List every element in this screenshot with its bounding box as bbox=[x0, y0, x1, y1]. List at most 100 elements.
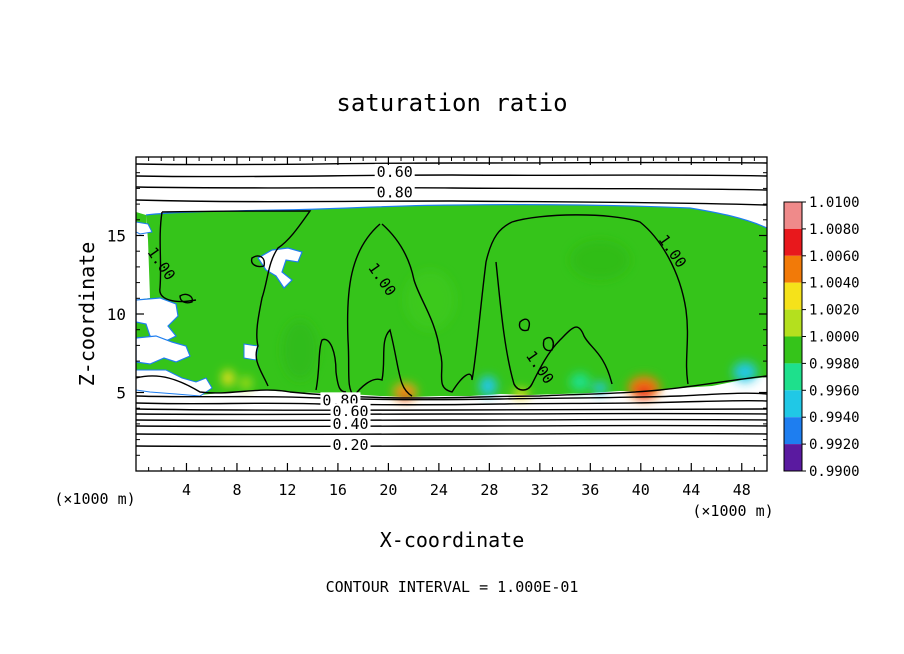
contour-label-bg bbox=[330, 403, 371, 418]
x-tick-label: 48 bbox=[733, 481, 751, 499]
contour-1.00-left-cloud bbox=[159, 210, 312, 387]
colorbar-swatch bbox=[784, 363, 802, 391]
contour-1.00-right bbox=[511, 214, 689, 385]
y-tick-label: 10 bbox=[107, 305, 126, 324]
x-unit-label-right: (×1000 m) bbox=[692, 502, 773, 520]
contour-1.00-right-inner bbox=[495, 261, 613, 391]
x-tick-label: 20 bbox=[379, 481, 397, 499]
colorbar-tick-label: 1.0060 bbox=[809, 249, 860, 265]
colorbar-swatch bbox=[784, 255, 802, 283]
y-tick-label: 5 bbox=[116, 384, 126, 403]
colorbar-swatch bbox=[784, 202, 802, 229]
x-tick-label: 24 bbox=[430, 481, 448, 499]
colorbar-swatch bbox=[784, 444, 802, 471]
colorbar-tick-label: 0.9960 bbox=[809, 383, 860, 399]
contour-label-text: 0.60 bbox=[377, 163, 413, 181]
contour-1.00-left-tail bbox=[315, 338, 347, 393]
contour-label-bg bbox=[330, 437, 371, 452]
warm-x9 bbox=[240, 377, 252, 389]
colorbar-swatch bbox=[784, 228, 802, 256]
colorbar-tick-label: 1.0000 bbox=[809, 330, 860, 346]
contour-label: 0.60 bbox=[374, 163, 415, 181]
x-tick-label: 4 bbox=[182, 481, 191, 499]
dry-pocket-1 bbox=[257, 247, 303, 289]
dry-pocket-3 bbox=[136, 335, 191, 365]
mottle-2 bbox=[405, 270, 455, 330]
y-axis-label: Z-coordinate bbox=[75, 242, 99, 387]
dry-pocket-6 bbox=[136, 221, 153, 235]
x-tick-label: 16 bbox=[329, 481, 347, 499]
contour-label-bg bbox=[330, 415, 371, 430]
contour-island-3 bbox=[542, 336, 554, 352]
x-tick-label: 40 bbox=[632, 481, 650, 499]
contour-label-text: 0.20 bbox=[332, 436, 368, 454]
x-tick-label: 12 bbox=[278, 481, 296, 499]
contour-label-text: 0.80 bbox=[377, 183, 413, 201]
saturation-field bbox=[136, 204, 767, 401]
colorbar-tick-label: 1.0040 bbox=[809, 276, 860, 292]
coldspot-x27 bbox=[479, 376, 497, 396]
x-tick-label: 28 bbox=[480, 481, 498, 499]
colorbar-tick-label: 1.0100 bbox=[809, 195, 860, 211]
contour-0.60 bbox=[136, 161, 767, 166]
chart-title: saturation ratio bbox=[336, 89, 567, 117]
contour-boundary-wiggle bbox=[136, 375, 767, 399]
dry-pocket-2 bbox=[136, 297, 179, 343]
x-unit-label-left: (×1000 m) bbox=[54, 490, 135, 508]
contour-island-1 bbox=[250, 255, 266, 268]
contour-0.50-low bbox=[136, 418, 767, 422]
contour-0.70 bbox=[136, 174, 767, 178]
contour-1.00-fold-1 bbox=[346, 223, 413, 398]
contour-island-4 bbox=[179, 293, 193, 304]
contour-interval-note: CONTOUR INTERVAL = 1.000E-01 bbox=[326, 578, 579, 596]
x-axis: 4 8 12 16 20 24 28 32 36 40 44 48 bbox=[148, 157, 755, 499]
contour-0.30-low bbox=[136, 432, 767, 436]
contour-label-text: 0.60 bbox=[332, 402, 368, 420]
contour-label: 0.20 bbox=[330, 436, 371, 454]
contour-label-text: 0.40 bbox=[332, 415, 368, 433]
x-tick-label: 32 bbox=[531, 481, 549, 499]
contour-0.20-low bbox=[136, 444, 767, 448]
x-axis-label: X-coordinate bbox=[380, 528, 525, 552]
colorbar-tick-label: 1.0080 bbox=[809, 222, 860, 238]
contour-label: 0.40 bbox=[330, 415, 371, 433]
coldspot-x35 bbox=[570, 373, 590, 391]
colorbar-swatch bbox=[784, 309, 802, 337]
contour-label-bg bbox=[374, 184, 415, 199]
contour-lines bbox=[136, 161, 767, 448]
colorbar-tick-label: 0.9900 bbox=[809, 464, 860, 480]
contour-0.60-low bbox=[136, 412, 767, 416]
y-axis: 5 10 15 bbox=[107, 172, 767, 456]
contour-1.00-fold-2 bbox=[381, 221, 513, 393]
contour-label: 0.80 bbox=[374, 183, 415, 201]
colorbar-tick-label: 1.0020 bbox=[809, 303, 860, 319]
colorbar-swatch bbox=[784, 282, 802, 310]
contour-0.40-low bbox=[136, 424, 767, 428]
contour-0.80 bbox=[136, 186, 767, 191]
mottle-1 bbox=[282, 320, 318, 380]
contour-0.90-low bbox=[136, 392, 767, 401]
colorbar-swatch bbox=[784, 417, 802, 445]
colorbar: 1.0100 1.0080 1.0060 1.0040 1.0020 1.0000 0.99… bbox=[783, 195, 860, 480]
contour-0.70-low bbox=[136, 408, 767, 411]
contour-0.80-low bbox=[136, 399, 767, 406]
contour-label-bg bbox=[374, 163, 415, 178]
contour-label: 0.60 bbox=[330, 402, 371, 420]
y-tick-label: 15 bbox=[107, 227, 126, 246]
colorbar-swatch bbox=[784, 390, 802, 418]
x-tick-label: 8 bbox=[232, 481, 241, 499]
colorbar-tick-label: 0.9920 bbox=[809, 437, 860, 453]
coldspot-x36 bbox=[593, 382, 607, 394]
hotspot-x7 bbox=[222, 370, 234, 386]
plot-area: 0.600.801.00 1.001.001.000.800.600.400.20 bbox=[136, 161, 767, 454]
contour-island-2 bbox=[518, 318, 530, 332]
colorbar-swatch bbox=[784, 336, 802, 364]
x-tick-label: 44 bbox=[682, 481, 700, 499]
coldspot-x46 bbox=[733, 362, 757, 382]
colorbar-tick-label: 0.9940 bbox=[809, 410, 860, 426]
contour-label-bg bbox=[320, 392, 361, 407]
mottle-3 bbox=[570, 240, 630, 280]
colorbar-tick-label: 0.9980 bbox=[809, 356, 860, 372]
x-tick-label: 36 bbox=[581, 481, 599, 499]
